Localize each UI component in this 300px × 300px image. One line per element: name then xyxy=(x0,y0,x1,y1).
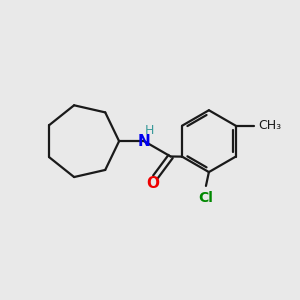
Text: CH₃: CH₃ xyxy=(259,119,282,132)
Text: Cl: Cl xyxy=(199,191,213,205)
Text: O: O xyxy=(146,176,159,191)
Text: N: N xyxy=(138,134,151,149)
Text: H: H xyxy=(145,124,154,137)
